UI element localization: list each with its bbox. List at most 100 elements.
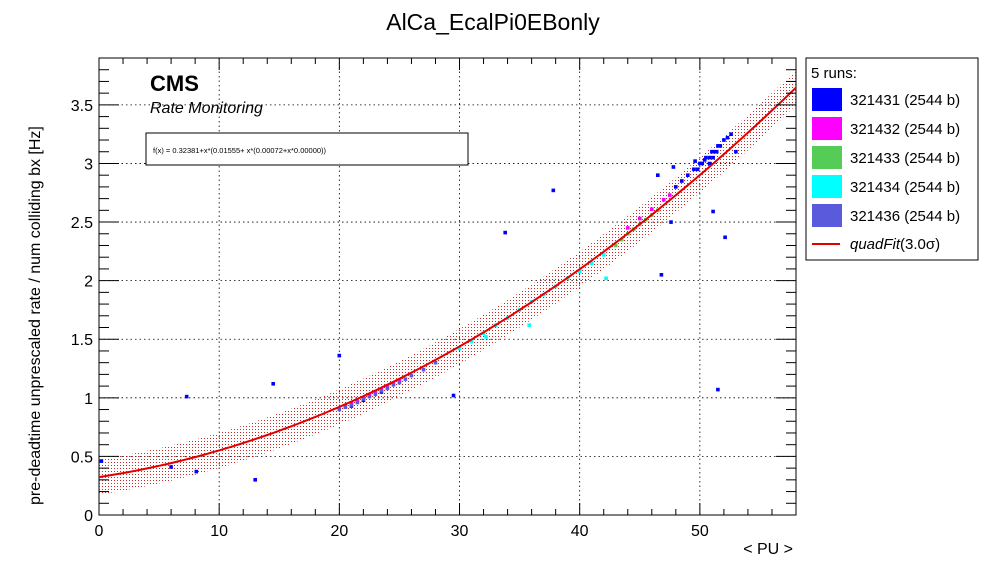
y-axis-label: pre-deadtime unprescaled rate / num coll… (27, 126, 44, 505)
data-point-321436 (343, 405, 348, 409)
data-point-321436 (367, 394, 372, 399)
data-point-321436 (349, 403, 354, 407)
data-point-321432 (650, 207, 654, 211)
x-tick-label: 20 (330, 523, 348, 540)
data-point-321436 (361, 397, 366, 401)
data-point-321431 (723, 235, 727, 240)
data-point-321431 (184, 394, 189, 399)
x-tick-label: 0 (95, 523, 104, 540)
legend-entries: 321431 (2544 b) 321432 (2544 b) 321433 (25… (812, 88, 960, 227)
legend: 5 runs: 321431 (2544 b) 321432 (2544 b) 32… (805, 57, 979, 261)
y-tick-label: 2.5 (71, 215, 93, 232)
legend-swatch (812, 146, 842, 169)
data-point-321432 (385, 384, 390, 388)
plot-frame (98, 57, 797, 516)
data-point-321431 (707, 155, 712, 160)
y-tick-label: 3 (84, 156, 93, 173)
data-point-321434 (604, 276, 608, 281)
data-point-321431 (698, 161, 702, 166)
legend-swatch (812, 175, 842, 198)
fit-curve (98, 86, 797, 479)
chart-title: AlCa_EcalPi0EBonly (386, 9, 600, 35)
data-point-321431 (692, 167, 696, 172)
data-point-321431 (194, 469, 199, 474)
data-point-321432 (638, 216, 642, 221)
data-point-321431 (714, 149, 719, 154)
data-point-321431 (674, 185, 678, 189)
legend-fit-label: quadFit(3.0σ) (850, 236, 940, 253)
data-point-321431 (99, 459, 104, 463)
data-point-321436 (397, 380, 402, 385)
x-axis-label: < PU > (743, 541, 793, 558)
data-point-321434 (484, 335, 488, 339)
data-point-321436 (433, 360, 438, 365)
data-point-321431 (686, 173, 690, 177)
cms-label: CMS (150, 71, 199, 96)
data-point-321436 (409, 373, 414, 378)
legend-entry-label: 321432 (2544 b) (850, 121, 960, 138)
data-point-321431 (253, 478, 257, 482)
data-point-321431 (710, 149, 714, 154)
data-point-321431 (451, 393, 456, 398)
data-point-321431 (656, 173, 660, 177)
axis-layer: 0 10 20 30 40 50 0 0.5 1 1.5 2 2.5 3 3.5 (71, 57, 797, 540)
data-point-321434 (577, 269, 582, 274)
fit-curve-layer (98, 86, 797, 479)
data-point-321432 (373, 390, 378, 394)
y-tick-label: 0.5 (71, 449, 93, 466)
data-point-321431 (551, 188, 556, 193)
data-point-321434 (457, 346, 462, 351)
legend-entry-label: 321431 (2544 b) (850, 92, 960, 109)
data-point-321431 (271, 382, 275, 386)
data-point-321431 (725, 135, 730, 140)
x-tick-label: 40 (571, 523, 589, 540)
data-point-321432 (662, 198, 666, 202)
data-point-321433 (613, 243, 618, 248)
data-point-321431 (734, 149, 738, 154)
data-point-321436 (421, 367, 426, 372)
grid-layer (99, 58, 796, 515)
y-tick-label: 3.5 (71, 98, 93, 115)
data-point-321431 (722, 138, 726, 142)
data-point-321431 (711, 209, 715, 214)
data-point-321431 (700, 161, 705, 166)
data-point-321436 (379, 389, 384, 393)
data-point-321432 (668, 193, 672, 197)
data-point-321434 (589, 261, 594, 265)
x-tick-label: 10 (210, 523, 228, 540)
data-point-321431 (680, 179, 684, 183)
y-tick-label: 1 (84, 391, 93, 408)
y-tick-label: 1.5 (71, 332, 93, 349)
points-layer (99, 132, 738, 482)
cms-sublabel: Rate Monitoring (150, 100, 263, 117)
fit-band-layer (99, 70, 796, 495)
legend-fit-label-suffix: (3.0σ) (900, 236, 940, 253)
data-point-321431 (669, 220, 673, 224)
legend-fit-label-prefix: quadFit (850, 236, 901, 253)
fit-uncertainty-band (99, 70, 796, 495)
data-point-321433 (620, 237, 624, 242)
y-tick-label: 0 (84, 508, 93, 525)
data-point-321431 (718, 144, 723, 148)
data-point-321436 (373, 392, 378, 397)
data-point-321431 (711, 155, 715, 160)
legend-entry-label: 321434 (2544 b) (850, 179, 960, 196)
data-point-321436 (385, 386, 390, 391)
x-tick-label: 50 (691, 523, 709, 540)
data-point-321431 (716, 144, 720, 148)
legend-swatch (812, 88, 842, 111)
data-point-321436 (355, 400, 360, 405)
data-point-321431 (702, 158, 707, 162)
fit-formula-text: f(x) = 0.32381+x*(0.01555+ x*(0.00072+x*… (153, 146, 327, 155)
data-point-321432 (626, 226, 630, 230)
data-point-321431 (503, 230, 507, 235)
data-point-321436 (403, 377, 408, 381)
y-tick-label: 2 (84, 274, 93, 291)
data-point-321431 (337, 353, 342, 358)
data-point-321431 (712, 149, 717, 154)
data-point-321436 (391, 383, 396, 387)
legend-header: 5 runs: (811, 65, 857, 82)
data-point-321431 (729, 132, 733, 136)
data-point-321436 (337, 407, 342, 412)
